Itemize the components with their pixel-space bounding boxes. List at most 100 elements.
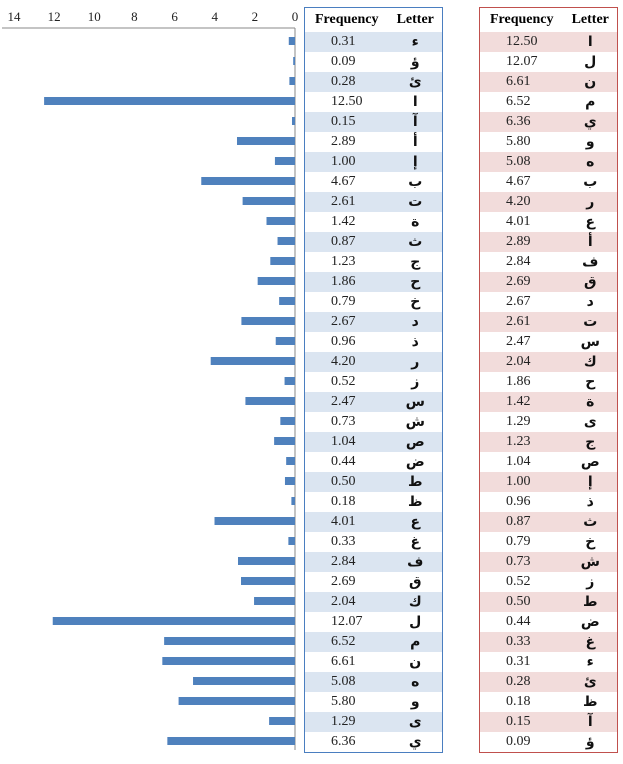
frequency-header: Frequency [479, 7, 564, 32]
table-row: 2.69 ق [479, 272, 618, 292]
letter-cell: ي [408, 734, 422, 750]
letter-cell: ق [563, 272, 618, 292]
bar [275, 337, 295, 345]
letter-cell: ت [388, 192, 443, 212]
letter-cell: ر [563, 192, 618, 212]
x-axis-ticks: 14 12 10 8 6 4 2 0 [8, 9, 299, 24]
frequency-cell: 0.96 [331, 334, 356, 349]
bar [280, 417, 295, 425]
letter-cell: ه [563, 152, 618, 172]
frequency-cell: 0.87 [479, 512, 564, 532]
frequency-cell: 2.69 [479, 272, 564, 292]
frequency-cell: 1.00 [479, 472, 564, 492]
bar [162, 657, 295, 665]
table-row: 0.15 آ [479, 712, 618, 732]
frequency-cell: 2.84 [304, 552, 389, 572]
frequency-cell: 2.67 [304, 312, 389, 332]
table-row: 2.47 س [480, 332, 618, 352]
letter-cell: ش [563, 552, 618, 572]
frequency-cell: 2.04 [304, 592, 389, 612]
frequency-cell: 1.42 [331, 214, 356, 229]
frequency-cell: 1.23 [479, 432, 564, 452]
table-row: 5.80 و [480, 132, 618, 152]
table-row: 4.67 ب [480, 172, 618, 192]
table-row: 2.69 ق [305, 572, 443, 592]
table-row: 6.36 ي [305, 732, 443, 753]
bar [286, 457, 295, 465]
frequency-cell: 4.67 [331, 174, 356, 189]
table-row: 0.52 ز [305, 372, 443, 392]
table-row: 2.04 ك [479, 352, 618, 372]
frequency-cell: 6.52 [304, 632, 389, 652]
bars-group [44, 37, 296, 745]
table-row: 12.50 ا [305, 92, 443, 112]
letter-cell: ف [582, 254, 599, 270]
table-row: 1.00 إ [479, 472, 618, 492]
table-row: 4.67 ب [305, 172, 443, 192]
table-row: 5.80 و [305, 692, 443, 712]
letter-cell: ا [563, 32, 618, 52]
frequency-cell: 2.89 [479, 232, 564, 252]
table-row: 0.79 خ [305, 292, 443, 312]
frequency-cell: 6.36 [331, 734, 356, 749]
table-row: 2.61 ت [479, 312, 618, 332]
frequency-cell: 0.18 [331, 494, 356, 509]
table-row: 1.86 ح [304, 272, 443, 292]
bar [291, 117, 295, 125]
table-row: 1.29 ى [304, 712, 443, 732]
frequency-cell: 6.52 [506, 94, 531, 109]
letter-cell: ي [563, 112, 618, 132]
frequency-cell: 0.31 [506, 654, 531, 669]
letter-cell: ؤ [585, 734, 595, 750]
frequency-cell: 0.79 [331, 294, 356, 309]
frequency-cell: 6.61 [331, 654, 356, 669]
frequency-cell: 2.69 [331, 574, 356, 589]
bar [164, 637, 295, 645]
table-row: 2.04 ك [304, 592, 443, 612]
letter-cell: ز [411, 374, 420, 390]
frequency-cell: 1.86 [304, 272, 389, 292]
x-tick-label: 8 [131, 9, 138, 24]
frequency-cell: 12.50 [479, 32, 564, 52]
frequency-cell: 0.09 [506, 734, 531, 749]
table-header-row: Frequency Letter [479, 7, 618, 32]
frequency-cell: 4.20 [304, 352, 389, 372]
bar [237, 557, 295, 565]
table-row: 4.20 ر [479, 192, 618, 212]
bar [289, 77, 295, 85]
table-row: 0.31 ء [480, 652, 618, 672]
table-row: 6.52 م [480, 92, 618, 112]
frequency-cell: 0.52 [331, 374, 356, 389]
x-tick-label: 10 [88, 9, 101, 24]
table-row: 4.01 ع [480, 212, 618, 232]
frequency-cell: 2.61 [304, 192, 389, 212]
frequency-cell: 1.04 [506, 454, 531, 469]
letter-cell: د [586, 294, 594, 310]
letter-cell: ذ [586, 494, 594, 510]
letter-cell: ء [586, 654, 594, 670]
letter-cell: ء [388, 32, 443, 52]
frequency-cell: 0.73 [479, 552, 564, 572]
frequency-cell: 1.23 [331, 254, 356, 269]
table-row: 1.23 ج [305, 252, 443, 272]
x-tick-label: 14 [8, 9, 22, 24]
table-row: 6.36 ي [479, 112, 618, 132]
frequency-cell: 1.86 [506, 374, 531, 389]
table-row: 0.31 ء [304, 32, 443, 52]
bar [291, 497, 295, 505]
table-row: 5.08 ه [479, 152, 618, 172]
letter-cell: ح [388, 272, 443, 292]
letter-cell: ل [409, 614, 422, 630]
letter-cell: ط [388, 472, 443, 492]
letter-cell: ظ [582, 694, 598, 710]
frequency-cell: 0.44 [506, 614, 531, 629]
letter-cell: ح [585, 374, 596, 390]
letter-cell: د [388, 312, 443, 332]
bar [245, 397, 295, 405]
x-tick-label: 6 [171, 9, 178, 24]
frequency-cell: 1.04 [304, 432, 389, 452]
letter-cell: غ [563, 632, 618, 652]
frequency-table-sorted: Frequency Letter 12.50 ا 12.07 ل 6.61 ن 6.52 م 6… [479, 7, 618, 753]
table-row: 0.33 غ [479, 632, 618, 652]
letter-cell: ؤ [410, 54, 420, 70]
